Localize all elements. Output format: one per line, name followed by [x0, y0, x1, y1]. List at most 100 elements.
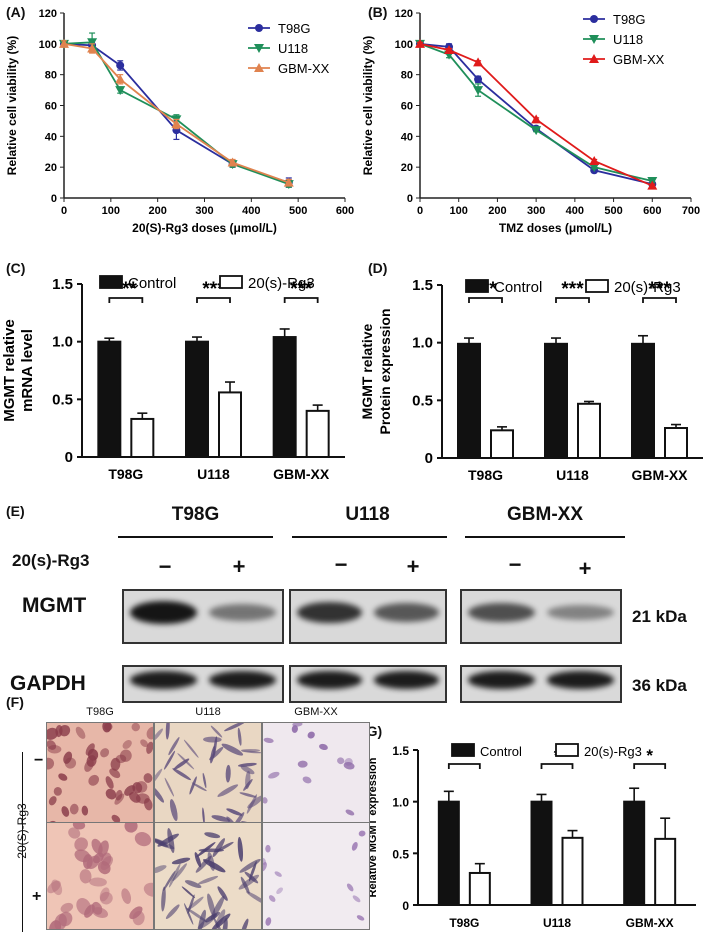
blot-group-u118: U118 [345, 504, 390, 525]
blot-band [209, 671, 276, 689]
cell [184, 880, 202, 888]
legend-swatch [465, 279, 489, 293]
data-point [589, 163, 600, 173]
bar [664, 427, 688, 460]
data-point [589, 156, 600, 165]
cell [85, 743, 95, 756]
data-point [255, 24, 263, 32]
y-axis-label: Relative cell viability (%) [5, 36, 19, 175]
micro-image-t98g-minus [46, 722, 154, 830]
y-tick-label: 0 [51, 193, 57, 205]
cell [202, 772, 207, 789]
legend-label: GBM-XX [613, 52, 665, 67]
cell [212, 838, 225, 857]
significance-bracket [540, 763, 574, 769]
cell [263, 797, 268, 804]
cell [91, 901, 103, 915]
cell [86, 855, 100, 870]
cell [194, 852, 202, 868]
cell [122, 740, 132, 749]
cell [237, 836, 244, 862]
cell [352, 895, 361, 903]
cell-image [263, 723, 355, 829]
cell [61, 806, 70, 817]
cell [171, 857, 191, 865]
legend-label: Control [480, 744, 522, 759]
cell [225, 764, 231, 783]
cell [163, 870, 176, 891]
cell [161, 886, 166, 912]
cell [119, 749, 132, 762]
legend-label: Control [494, 279, 542, 296]
x-tick-label: 0 [417, 205, 423, 217]
category-label: T98G [108, 466, 143, 482]
x-tick-label: 600 [336, 205, 354, 217]
cell [268, 771, 280, 779]
bar [623, 800, 646, 906]
legend-swatch [99, 275, 123, 289]
significance-bracket [447, 763, 481, 769]
cell [346, 883, 354, 892]
bar [185, 340, 209, 458]
data-point [589, 35, 599, 44]
cell [240, 765, 255, 775]
western-blot-panel: T98G U118 GBM-XX 20(s)-Rg3 − + − + − + M… [0, 500, 709, 703]
y-axis-label: Relative MGMT expression [367, 757, 379, 897]
y-tick-label: 120 [39, 8, 57, 20]
cell [246, 794, 258, 814]
cell [172, 863, 187, 882]
panel-label-e: (E) [6, 503, 25, 519]
x-tick-label: 400 [566, 205, 584, 217]
data-point [171, 119, 182, 128]
significance-bracket [555, 297, 590, 303]
cell [132, 910, 145, 926]
significance-marker: *** [290, 279, 313, 300]
bar [577, 402, 601, 459]
microscopy-panel: T98G U118 GBM-XX 20(S)-Rg3 − + [0, 700, 370, 934]
cell [217, 886, 228, 901]
y-tick-label: 0 [407, 193, 413, 205]
cell [246, 891, 261, 906]
cell [53, 787, 62, 796]
micro-col-t98g: T98G [86, 706, 114, 718]
series-line [419, 42, 653, 182]
cell [168, 863, 181, 888]
cell [167, 828, 175, 853]
cell [207, 852, 215, 871]
cell [248, 861, 257, 882]
bar [561, 836, 584, 906]
cell [124, 823, 138, 833]
y-axis-label: Relative cell viability (%) [361, 36, 375, 175]
y-tick-label: 60 [401, 101, 413, 113]
cell-image [47, 823, 153, 929]
micro-row-minus: − [34, 752, 44, 769]
y-tick-label: 1.0 [392, 796, 409, 810]
panel-label-d: (D) [368, 260, 388, 276]
cell [356, 915, 365, 921]
data-point [87, 38, 98, 48]
bar [130, 417, 155, 459]
cell [191, 782, 207, 792]
x-tick-label: 100 [450, 205, 468, 217]
cell [207, 893, 216, 918]
panel-label-f: (F) [6, 694, 24, 710]
bar [218, 391, 242, 458]
cell [164, 777, 175, 797]
data-point [254, 44, 264, 53]
bar [631, 342, 655, 459]
cell [163, 750, 176, 770]
x-tick-label: 500 [289, 205, 307, 217]
chart-a-viability-rg3: 0 100 200 300 400 500 600 0 20 40 60 80 100 120 T98G U1… [5, 8, 354, 235]
legend-swatch [555, 743, 579, 757]
cell [58, 911, 73, 927]
y-tick-label: 0.5 [412, 392, 433, 409]
significance-bracket [196, 297, 231, 303]
x-tick-label: 0 [61, 205, 67, 217]
category-label: U118 [556, 467, 589, 483]
cell [243, 778, 253, 791]
cell-image [155, 723, 261, 829]
significance-marker: *** [561, 279, 584, 300]
significance-bracket [108, 297, 144, 303]
mgmt-size: 21 kDa [632, 607, 687, 626]
cell [109, 768, 121, 779]
